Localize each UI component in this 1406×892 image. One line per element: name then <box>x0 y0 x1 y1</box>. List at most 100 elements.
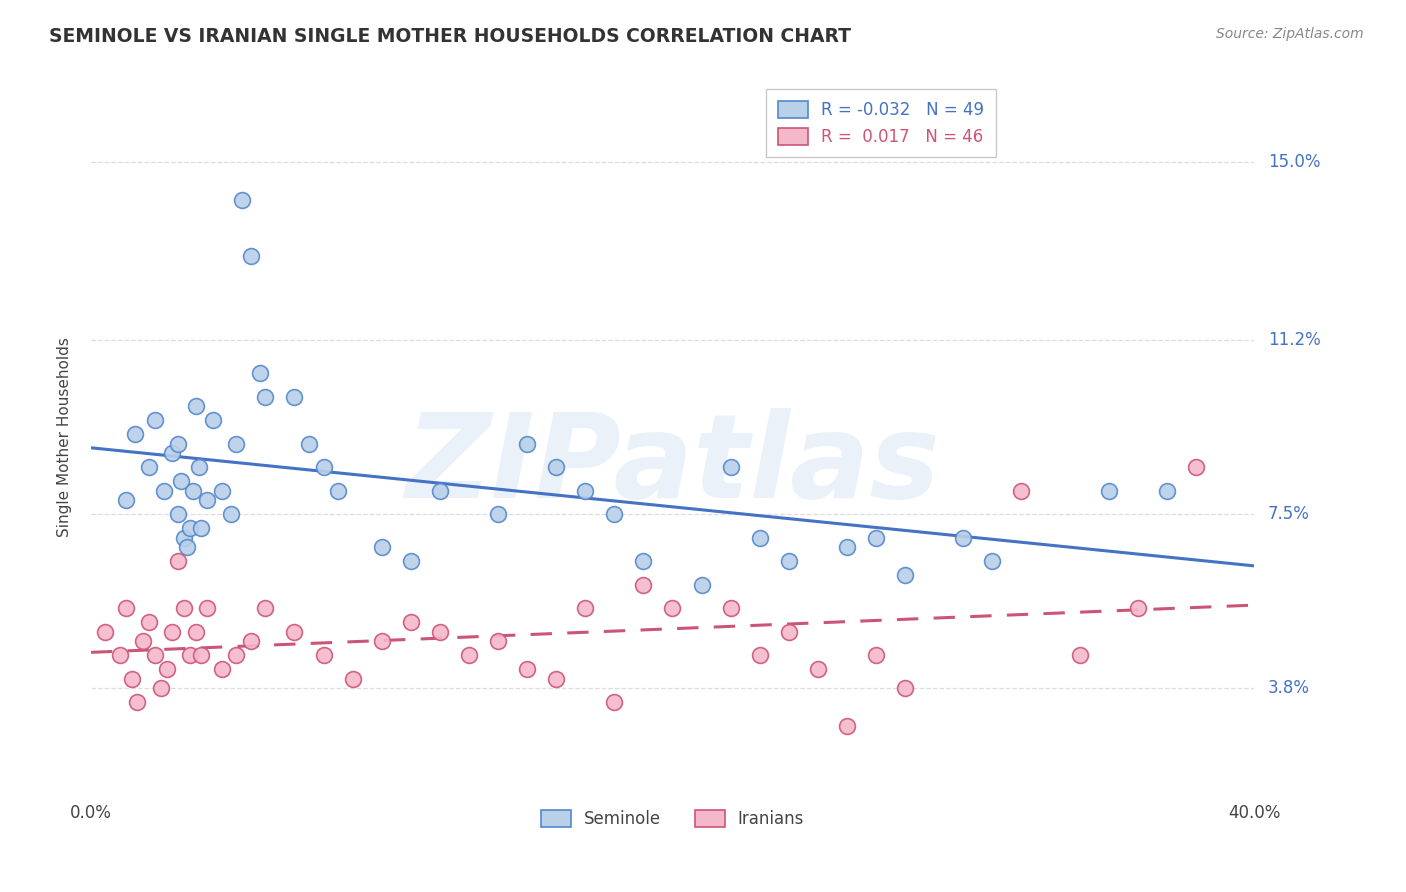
Point <box>190 648 212 663</box>
Point <box>149 681 172 695</box>
Point <box>190 521 212 535</box>
Point <box>429 624 451 639</box>
Point <box>195 493 218 508</box>
Point <box>603 508 626 522</box>
Text: 11.2%: 11.2% <box>1268 332 1320 350</box>
Point <box>202 413 225 427</box>
Point <box>1069 648 1091 663</box>
Point <box>661 601 683 615</box>
Point <box>167 508 190 522</box>
Point <box>486 634 509 648</box>
Point <box>399 615 422 630</box>
Point <box>546 460 568 475</box>
Point <box>239 634 262 648</box>
Point <box>138 615 160 630</box>
Point <box>748 648 770 663</box>
Point <box>127 695 149 709</box>
Point <box>342 672 364 686</box>
Point <box>1126 601 1149 615</box>
Point <box>152 483 174 498</box>
Point <box>865 531 887 545</box>
Text: 3.8%: 3.8% <box>1268 679 1310 697</box>
Point <box>211 662 233 676</box>
Point <box>1185 460 1208 475</box>
Point <box>603 695 626 709</box>
Point <box>167 437 190 451</box>
Point <box>155 662 177 676</box>
Text: SEMINOLE VS IRANIAN SINGLE MOTHER HOUSEHOLDS CORRELATION CHART: SEMINOLE VS IRANIAN SINGLE MOTHER HOUSEH… <box>49 27 851 45</box>
Point <box>574 483 596 498</box>
Point <box>184 624 207 639</box>
Text: Source: ZipAtlas.com: Source: ZipAtlas.com <box>1216 27 1364 41</box>
Point <box>231 193 253 207</box>
Point <box>1010 483 1032 498</box>
Point <box>516 437 538 451</box>
Point <box>225 648 247 663</box>
Point <box>778 554 800 568</box>
Point <box>486 508 509 522</box>
Point <box>249 367 271 381</box>
Point <box>184 399 207 413</box>
Point <box>254 390 277 404</box>
Point <box>94 624 117 639</box>
Point <box>865 648 887 663</box>
Point <box>239 249 262 263</box>
Point <box>748 531 770 545</box>
Point <box>187 460 209 475</box>
Point <box>143 413 166 427</box>
Point <box>219 508 242 522</box>
Point <box>894 681 917 695</box>
Point <box>835 718 858 732</box>
Point <box>162 446 184 460</box>
Point <box>143 648 166 663</box>
Point <box>399 554 422 568</box>
Point <box>176 540 198 554</box>
Point <box>108 648 131 663</box>
Point <box>114 493 136 508</box>
Point <box>720 460 742 475</box>
Point <box>326 483 349 498</box>
Text: 7.5%: 7.5% <box>1268 505 1310 524</box>
Point <box>981 554 1004 568</box>
Point <box>225 437 247 451</box>
Point <box>124 427 146 442</box>
Point <box>1098 483 1121 498</box>
Point <box>179 521 201 535</box>
Point <box>283 624 305 639</box>
Point <box>170 475 193 489</box>
Point <box>952 531 974 545</box>
Point <box>283 390 305 404</box>
Point <box>181 483 204 498</box>
Point <box>121 672 143 686</box>
Point <box>162 624 184 639</box>
Point <box>254 601 277 615</box>
Legend: Seminole, Iranians: Seminole, Iranians <box>534 803 811 835</box>
Point <box>546 672 568 686</box>
Point <box>516 662 538 676</box>
Point <box>167 554 190 568</box>
Text: 15.0%: 15.0% <box>1268 153 1320 171</box>
Point <box>211 483 233 498</box>
Point <box>312 460 335 475</box>
Point <box>173 601 195 615</box>
Point <box>778 624 800 639</box>
Point <box>690 578 713 592</box>
Point <box>132 634 155 648</box>
Point <box>633 554 655 568</box>
Point <box>173 531 195 545</box>
Point <box>179 648 201 663</box>
Text: ZIPatlas: ZIPatlas <box>405 408 941 523</box>
Point <box>138 460 160 475</box>
Point <box>458 648 481 663</box>
Point <box>835 540 858 554</box>
Point <box>894 568 917 582</box>
Point <box>370 540 392 554</box>
Point <box>312 648 335 663</box>
Point <box>807 662 830 676</box>
Point <box>1156 483 1178 498</box>
Point <box>114 601 136 615</box>
Point <box>298 437 321 451</box>
Y-axis label: Single Mother Households: Single Mother Households <box>58 337 72 537</box>
Point <box>195 601 218 615</box>
Point <box>574 601 596 615</box>
